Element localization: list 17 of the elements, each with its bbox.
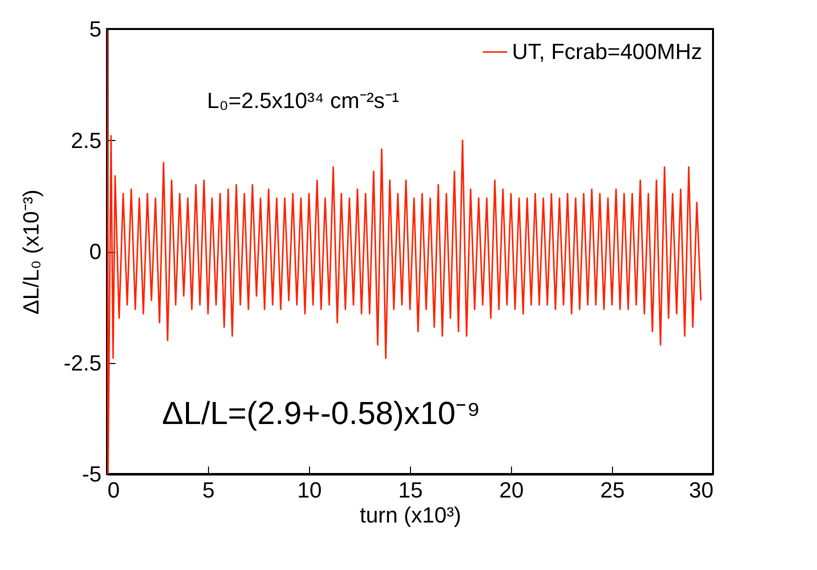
x-tick-label: 5 bbox=[202, 478, 215, 502]
x-tick-label: 25 bbox=[600, 478, 625, 502]
x-tick-label: 20 bbox=[499, 478, 524, 502]
x-tick-label: 0 bbox=[108, 478, 120, 502]
annotation: ΔL/L=(2.9+-0.58)x10⁻⁹ bbox=[162, 395, 480, 431]
y-tick-label: -2.5 bbox=[64, 350, 102, 376]
x-axis-title: turn (x10³) bbox=[360, 502, 462, 528]
legend-label: UT, Fcrab=400MHz bbox=[512, 39, 702, 64]
x-tick-label: 30 bbox=[689, 478, 714, 502]
y-tick-label: 5 bbox=[89, 16, 102, 42]
annotation: L₀=2.5x10³⁴ cm⁻²s⁻¹ bbox=[207, 88, 400, 113]
x-tick-label: 10 bbox=[297, 478, 322, 502]
x-tick-label: 15 bbox=[398, 478, 423, 502]
y-tick-label: 0 bbox=[89, 239, 102, 264]
y-axis-title: ΔL/L₀ (x10⁻³) bbox=[18, 190, 44, 314]
y-tick-label: 2.5 bbox=[70, 128, 102, 153]
y-tick-label: -5 bbox=[82, 462, 102, 486]
